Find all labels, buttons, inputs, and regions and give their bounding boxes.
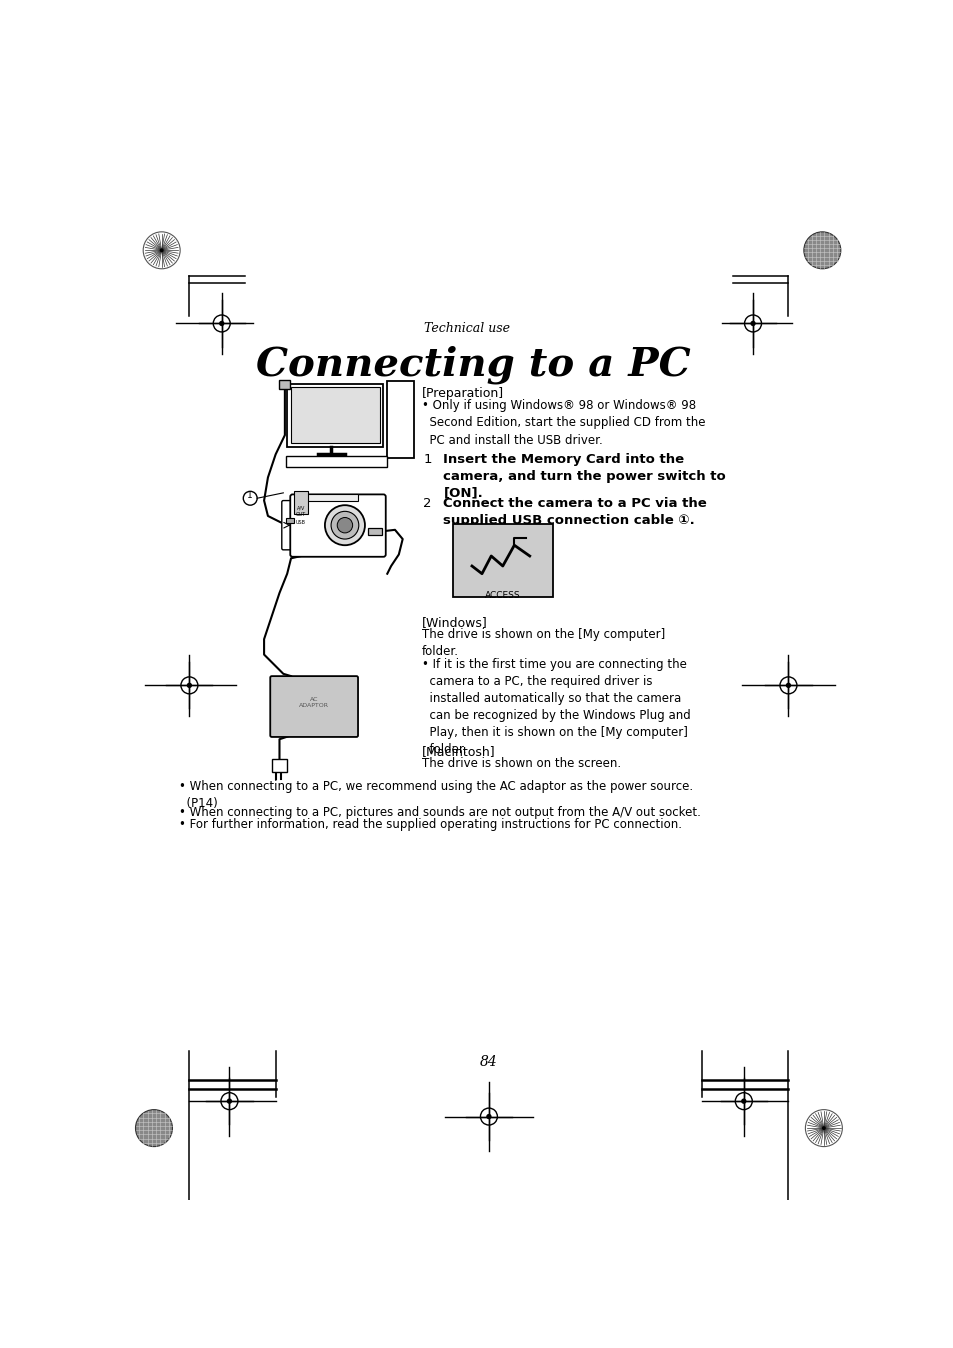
Circle shape	[187, 682, 192, 687]
Text: Technical use: Technical use	[424, 322, 510, 334]
FancyBboxPatch shape	[286, 518, 294, 523]
Circle shape	[331, 511, 358, 539]
FancyBboxPatch shape	[270, 677, 357, 737]
Circle shape	[325, 506, 365, 545]
Ellipse shape	[804, 1109, 841, 1147]
FancyBboxPatch shape	[368, 527, 381, 535]
Text: The drive is shown on the [My computer]
folder.: The drive is shown on the [My computer] …	[421, 628, 664, 658]
Text: • For further information, read the supplied operating instructions for PC conne: • For further information, read the supp…	[179, 818, 681, 830]
Text: • When connecting to a PC, pictures and sounds are not output from the A/V out s: • When connecting to a PC, pictures and …	[179, 806, 700, 820]
Text: The drive is shown on the screen.: The drive is shown on the screen.	[421, 758, 620, 770]
Text: 2: 2	[423, 496, 432, 510]
Text: • Only if using Windows® 98 or Windows® 98
  Second Edition, start the supplied : • Only if using Windows® 98 or Windows® …	[421, 399, 704, 448]
Circle shape	[135, 1109, 172, 1147]
FancyBboxPatch shape	[287, 384, 383, 446]
FancyBboxPatch shape	[294, 491, 308, 514]
Circle shape	[486, 1113, 491, 1119]
Text: USB: USB	[295, 520, 306, 524]
Circle shape	[219, 321, 224, 326]
Text: 84: 84	[479, 1055, 497, 1069]
Text: AC
ADAPTOR: AC ADAPTOR	[299, 697, 329, 708]
FancyBboxPatch shape	[386, 381, 414, 458]
Ellipse shape	[143, 232, 180, 268]
Text: ACCESS: ACCESS	[484, 590, 520, 600]
Circle shape	[785, 682, 790, 687]
FancyBboxPatch shape	[285, 456, 387, 468]
FancyBboxPatch shape	[291, 387, 379, 442]
FancyBboxPatch shape	[281, 500, 295, 550]
Circle shape	[750, 321, 755, 326]
FancyBboxPatch shape	[296, 495, 357, 500]
Circle shape	[803, 232, 840, 268]
Text: Connect the camera to a PC via the
supplied USB connection cable ①.: Connect the camera to a PC via the suppl…	[443, 496, 706, 527]
Circle shape	[821, 1126, 825, 1130]
Circle shape	[227, 1099, 232, 1104]
Text: 1: 1	[247, 492, 253, 500]
Text: [Macintosh]: [Macintosh]	[421, 744, 495, 758]
Circle shape	[159, 248, 163, 252]
FancyBboxPatch shape	[272, 759, 287, 772]
Text: Insert the Memory Card into the
camera, and turn the power switch to
[ON].: Insert the Memory Card into the camera, …	[443, 453, 725, 500]
Circle shape	[336, 518, 353, 532]
Text: 1: 1	[423, 453, 432, 466]
Text: [Preparation]: [Preparation]	[421, 387, 503, 399]
Text: A/V
OUT: A/V OUT	[295, 506, 306, 516]
Text: [Windows]: [Windows]	[421, 616, 487, 630]
FancyBboxPatch shape	[453, 523, 552, 597]
Text: Connecting to a PC: Connecting to a PC	[256, 345, 690, 384]
Text: • When connecting to a PC, we recommend using the AC adaptor as the power source: • When connecting to a PC, we recommend …	[179, 780, 693, 810]
Circle shape	[740, 1099, 745, 1104]
FancyBboxPatch shape	[279, 380, 290, 390]
FancyBboxPatch shape	[290, 495, 385, 557]
Text: • If it is the first time you are connecting the
  camera to a PC, the required : • If it is the first time you are connec…	[421, 658, 690, 756]
